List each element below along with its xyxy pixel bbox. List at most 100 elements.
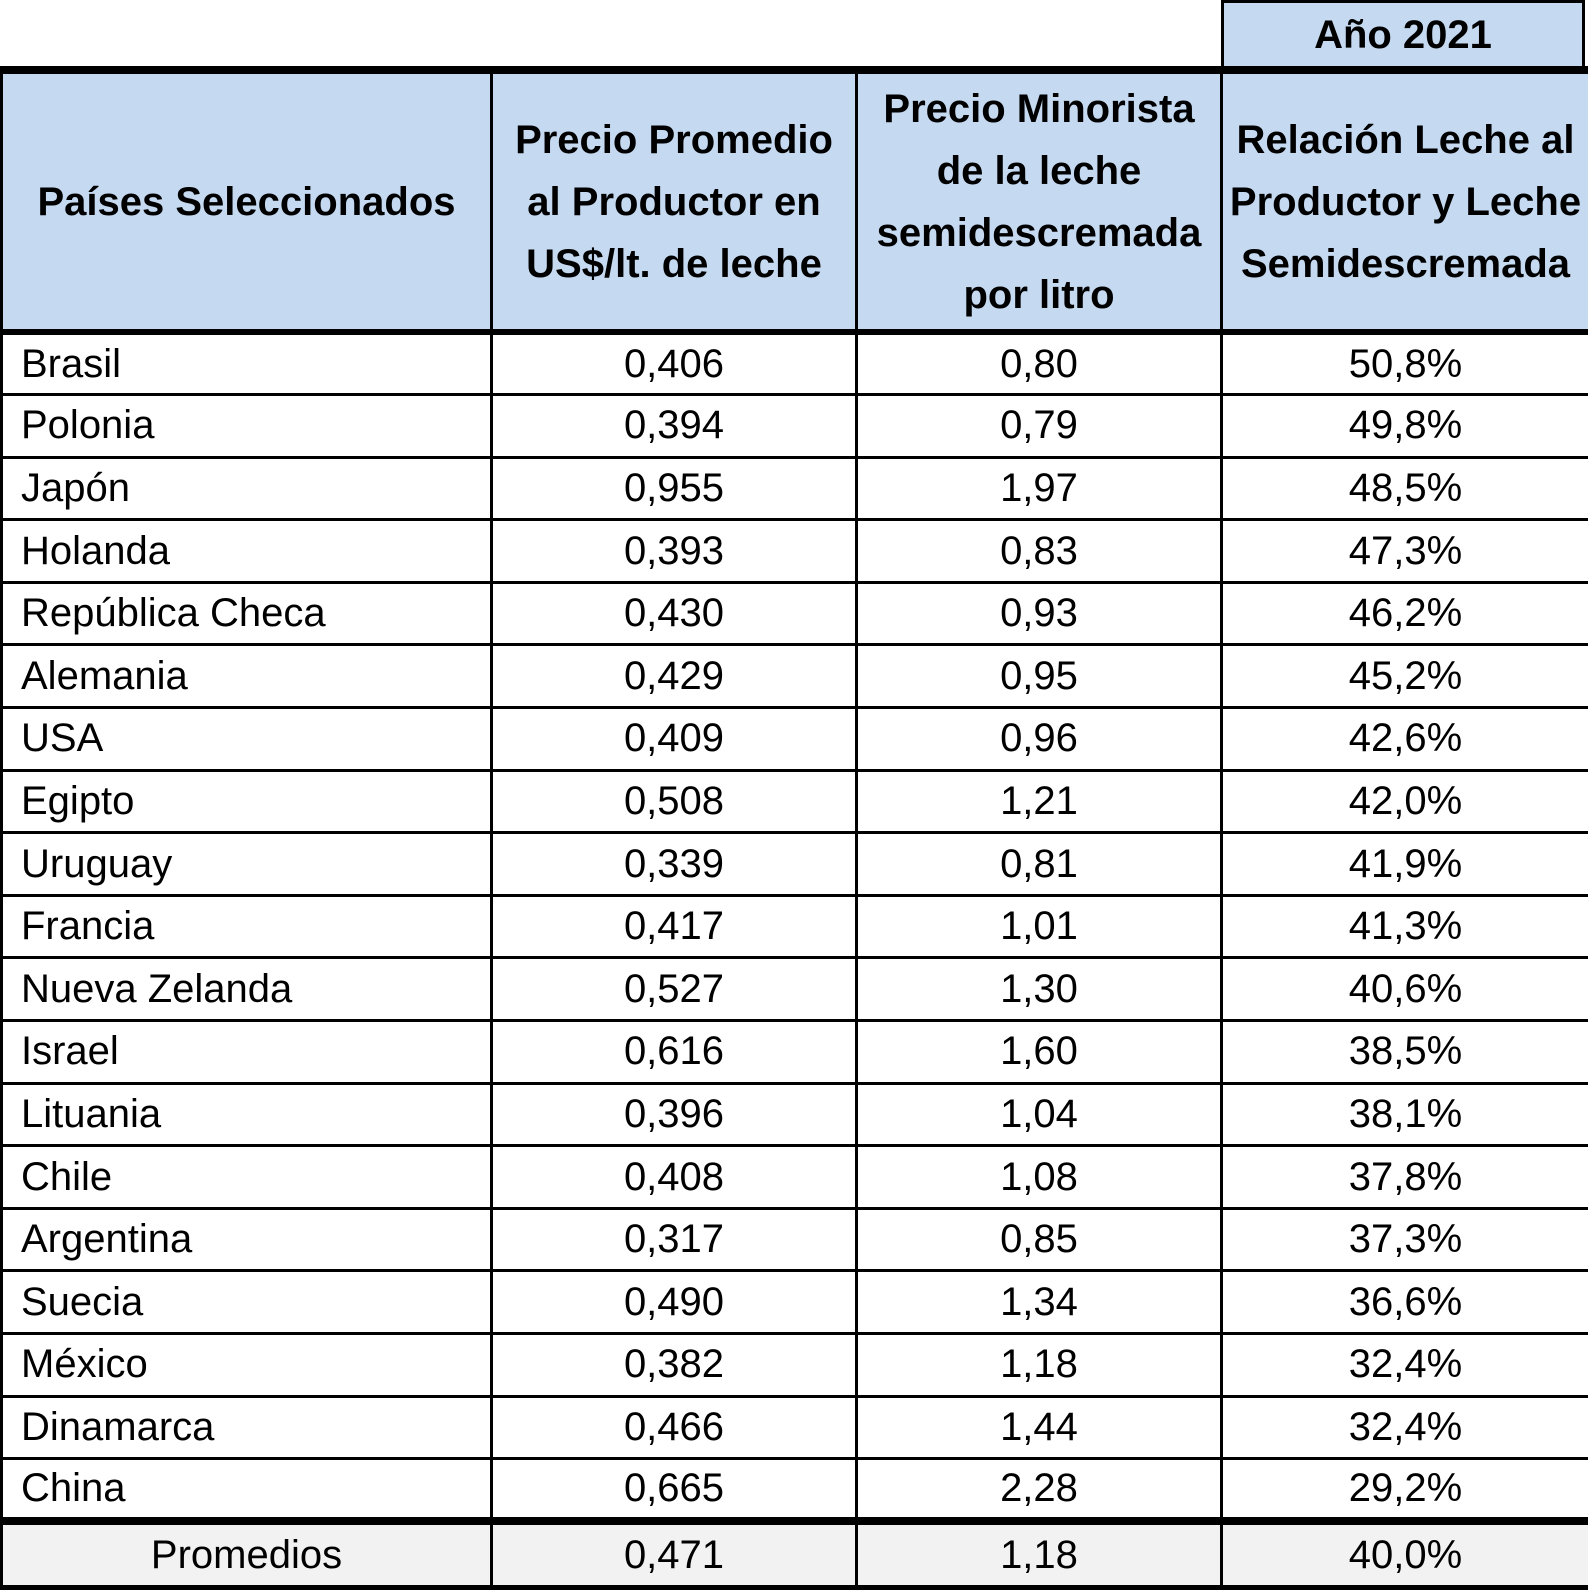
ratio-cell: 40,6%: [1220, 956, 1588, 1023]
ratio-cell: 45,2%: [1220, 643, 1588, 710]
header-retail-price: Precio Minorista de la leche semidescrem…: [855, 66, 1223, 335]
retail-price-cell: 1,18: [855, 1332, 1223, 1398]
year-label: Año 2021: [1221, 0, 1585, 68]
producer-price-cell: 0,417: [490, 893, 858, 960]
producer-price-cell: 0,466: [490, 1394, 858, 1461]
table-row: República Checa 0,430 0,93 46,2%: [0, 580, 1588, 647]
retail-price-cell: 1,21: [855, 768, 1223, 835]
table-body: Brasil 0,406 0,80 50,8% Polonia 0,394 0,79 49,8…: [0, 330, 1588, 1523]
country-cell: Polonia: [0, 393, 493, 459]
country-cell: Chile: [0, 1144, 493, 1210]
producer-price-cell: 0,665: [490, 1457, 858, 1523]
table-row: Francia 0,417 1,01 41,3%: [0, 893, 1588, 960]
ratio-cell: 48,5%: [1220, 455, 1588, 522]
table-row: Egipto 0,508 1,21 42,0%: [0, 768, 1588, 835]
ratio-cell: 42,6%: [1220, 706, 1588, 772]
retail-price-cell: 1,60: [855, 1019, 1223, 1085]
retail-price-cell: 1,04: [855, 1081, 1223, 1148]
ratio-cell: 47,3%: [1220, 518, 1588, 584]
producer-price-cell: 0,430: [490, 580, 858, 647]
producer-price-cell: 0,317: [490, 1206, 858, 1273]
ratio-cell: 32,4%: [1220, 1332, 1588, 1398]
table-row: Alemania 0,429 0,95 45,2%: [0, 643, 1588, 710]
retail-price-cell: 0,80: [855, 330, 1223, 397]
ratio-cell: 29,2%: [1220, 1457, 1588, 1523]
country-cell: Argentina: [0, 1206, 493, 1273]
milk-price-table: Países Seleccionados Precio Promedio al …: [0, 66, 1588, 1590]
producer-price-cell: 0,490: [490, 1269, 858, 1335]
retail-price-cell: 0,83: [855, 518, 1223, 584]
country-cell: Brasil: [0, 330, 493, 397]
country-cell: Uruguay: [0, 831, 493, 897]
table-row: Argentina 0,317 0,85 37,3%: [0, 1206, 1588, 1273]
table-row: Dinamarca 0,466 1,44 32,4%: [0, 1394, 1588, 1461]
producer-price-cell: 0,408: [490, 1144, 858, 1210]
retail-price-cell: 1,34: [855, 1269, 1223, 1335]
country-cell: Suecia: [0, 1269, 493, 1335]
ratio-cell: 38,1%: [1220, 1081, 1588, 1148]
retail-price-cell: 1,01: [855, 893, 1223, 960]
table-row: Chile 0,408 1,08 37,8%: [0, 1144, 1588, 1210]
header-row: Países Seleccionados Precio Promedio al …: [0, 66, 1588, 335]
retail-price-cell: 1,08: [855, 1144, 1223, 1210]
table-row: Polonia 0,394 0,79 49,8%: [0, 393, 1588, 459]
producer-price-cell: 0,396: [490, 1081, 858, 1148]
country-cell: Holanda: [0, 518, 493, 584]
ratio-cell: 38,5%: [1220, 1019, 1588, 1085]
producer-price-cell: 0,393: [490, 518, 858, 584]
table-row: China 0,665 2,28 29,2%: [0, 1457, 1588, 1523]
ratio-cell: 41,9%: [1220, 831, 1588, 897]
producer-price-cell: 0,508: [490, 768, 858, 835]
ratio-cell: 32,4%: [1220, 1394, 1588, 1461]
country-cell: USA: [0, 706, 493, 772]
table-row: USA 0,409 0,96 42,6%: [0, 706, 1588, 772]
retail-price-cell: 1,97: [855, 455, 1223, 522]
header-producer-price: Precio Promedio al Productor en US$/lt. …: [490, 66, 858, 335]
producer-price-cell: 0,429: [490, 643, 858, 710]
ratio-cell: 50,8%: [1220, 330, 1588, 397]
ratio-cell: 37,3%: [1220, 1206, 1588, 1273]
ratio-cell: 37,8%: [1220, 1144, 1588, 1210]
retail-price-cell: 0,96: [855, 706, 1223, 772]
header-ratio: Relación Leche al Productor y Leche Semi…: [1220, 66, 1588, 335]
country-cell: Japón: [0, 455, 493, 522]
ratio-cell: 46,2%: [1220, 580, 1588, 647]
retail-price-cell: 0,95: [855, 643, 1223, 710]
producer-price-cell: 0,616: [490, 1019, 858, 1085]
retail-price-cell: 0,93: [855, 580, 1223, 647]
country-cell: República Checa: [0, 580, 493, 647]
table-row: Holanda 0,393 0,83 47,3%: [0, 518, 1588, 584]
producer-price-cell: 0,406: [490, 330, 858, 397]
header-country: Países Seleccionados: [0, 66, 493, 335]
producer-price-cell: 0,409: [490, 706, 858, 772]
country-cell: Dinamarca: [0, 1394, 493, 1461]
average-producer-price: 0,471: [490, 1517, 858, 1590]
country-cell: Lituania: [0, 1081, 493, 1148]
producer-price-cell: 0,955: [490, 455, 858, 522]
producer-price-cell: 0,394: [490, 393, 858, 459]
table-row: Uruguay 0,339 0,81 41,9%: [0, 831, 1588, 897]
producer-price-cell: 0,382: [490, 1332, 858, 1398]
ratio-cell: 41,3%: [1220, 893, 1588, 960]
retail-price-cell: 0,85: [855, 1206, 1223, 1273]
ratio-cell: 36,6%: [1220, 1269, 1588, 1335]
average-ratio: 40,0%: [1220, 1517, 1588, 1590]
retail-price-cell: 0,79: [855, 393, 1223, 459]
country-cell: Israel: [0, 1019, 493, 1085]
ratio-cell: 49,8%: [1220, 393, 1588, 459]
averages-label: Promedios: [0, 1517, 493, 1590]
average-retail-price: 1,18: [855, 1517, 1223, 1590]
table-row: Japón 0,955 1,97 48,5%: [0, 455, 1588, 522]
ratio-cell: 42,0%: [1220, 768, 1588, 835]
country-cell: Egipto: [0, 768, 493, 835]
retail-price-cell: 0,81: [855, 831, 1223, 897]
table-row: Israel 0,616 1,60 38,5%: [0, 1019, 1588, 1085]
producer-price-cell: 0,527: [490, 956, 858, 1023]
retail-price-cell: 1,30: [855, 956, 1223, 1023]
country-cell: China: [0, 1457, 493, 1523]
country-cell: Alemania: [0, 643, 493, 710]
country-cell: Nueva Zelanda: [0, 956, 493, 1023]
averages-row: Promedios 0,471 1,18 40,0%: [0, 1517, 1588, 1590]
country-cell: Francia: [0, 893, 493, 960]
table-row: Brasil 0,406 0,80 50,8%: [0, 330, 1588, 397]
